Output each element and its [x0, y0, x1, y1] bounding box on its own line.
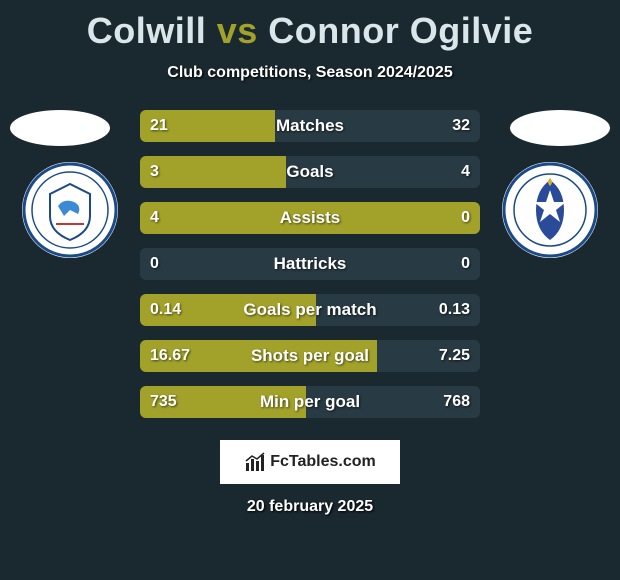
stat-value-left: 0.14 [150, 301, 181, 319]
chart-icon [244, 451, 266, 473]
stat-label: Hattricks [274, 254, 347, 274]
stat-value-right: 768 [443, 393, 470, 411]
stat-row: 0.14 Goals per match 0.13 [140, 294, 480, 326]
brand-text: FcTables.com [270, 453, 376, 471]
subtitle: Club competitions, Season 2024/2025 [0, 64, 620, 82]
comparison-body: 21 Matches 32 3 Goals 4 4 Assists 0 0 Hattricks 0 0.… [0, 110, 620, 418]
stat-row: 16.67 Shots per goal 7.25 [140, 340, 480, 372]
vs-text: vs [217, 10, 258, 51]
stat-label: Goals [286, 162, 333, 182]
stat-row: 0 Hattricks 0 [140, 248, 480, 280]
date-text: 20 february 2025 [0, 498, 620, 516]
stat-label: Goals per match [243, 300, 376, 320]
stat-row: 21 Matches 32 [140, 110, 480, 142]
player2-name: Connor Ogilvie [268, 10, 533, 51]
player2-club-badge [500, 160, 600, 260]
player1-name: Colwill [87, 10, 207, 51]
stat-label: Matches [276, 116, 344, 136]
player1-photo-placeholder [10, 110, 110, 146]
stat-row: 3 Goals 4 [140, 156, 480, 188]
stat-row: 4 Assists 0 [140, 202, 480, 234]
stat-label: Assists [280, 208, 340, 228]
stat-value-left: 21 [150, 117, 168, 135]
stat-value-left: 16.67 [150, 347, 190, 365]
stat-value-right: 0 [461, 255, 470, 273]
portsmouth-badge-icon [500, 160, 600, 260]
player1-club-badge [20, 160, 120, 260]
stat-bar-left [140, 156, 286, 188]
comparison-title: Colwill vs Connor Ogilvie [0, 0, 620, 52]
stat-value-left: 0 [150, 255, 159, 273]
brand-box: FcTables.com [220, 440, 400, 484]
stat-value-left: 4 [150, 209, 159, 227]
stat-label: Min per goal [260, 392, 360, 412]
stat-value-left: 3 [150, 163, 159, 181]
stat-value-right: 32 [452, 117, 470, 135]
stat-value-right: 0 [461, 209, 470, 227]
player2-photo-placeholder [510, 110, 610, 146]
cardiff-badge-icon [20, 160, 120, 260]
stat-label: Shots per goal [251, 346, 369, 366]
stat-row: 735 Min per goal 768 [140, 386, 480, 418]
stat-value-right: 7.25 [439, 347, 470, 365]
stat-value-left: 735 [150, 393, 177, 411]
stat-value-right: 4 [461, 163, 470, 181]
stat-rows: 21 Matches 32 3 Goals 4 4 Assists 0 0 Hattricks 0 0.… [140, 110, 480, 418]
stat-value-right: 0.13 [439, 301, 470, 319]
